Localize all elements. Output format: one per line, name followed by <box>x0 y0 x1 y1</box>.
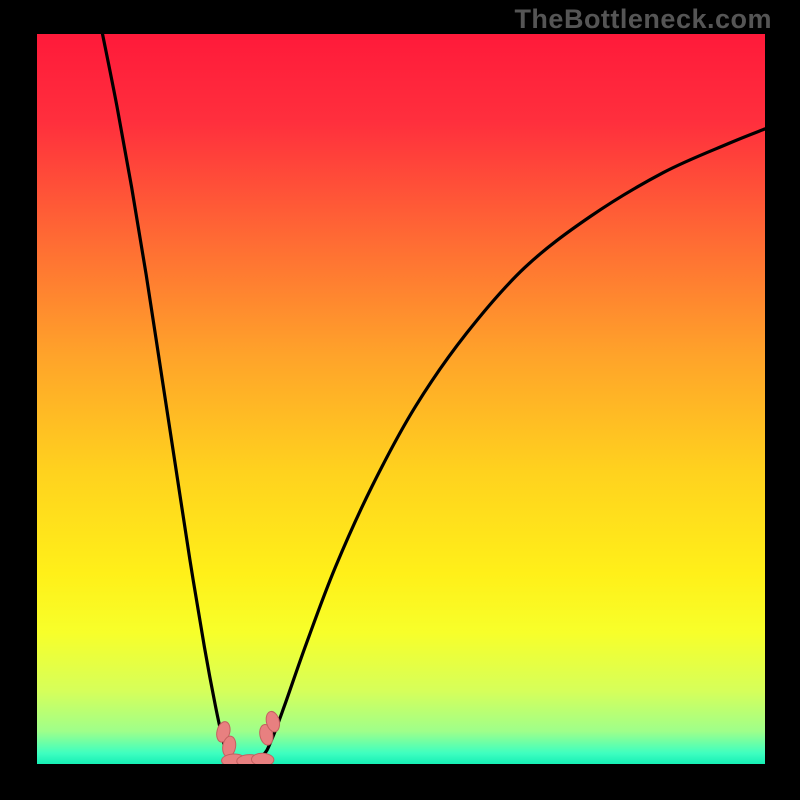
chart-svg <box>0 0 800 800</box>
gradient-background <box>37 34 765 764</box>
marker-ellipse <box>251 753 274 767</box>
watermark-text: TheBottleneck.com <box>514 4 772 35</box>
